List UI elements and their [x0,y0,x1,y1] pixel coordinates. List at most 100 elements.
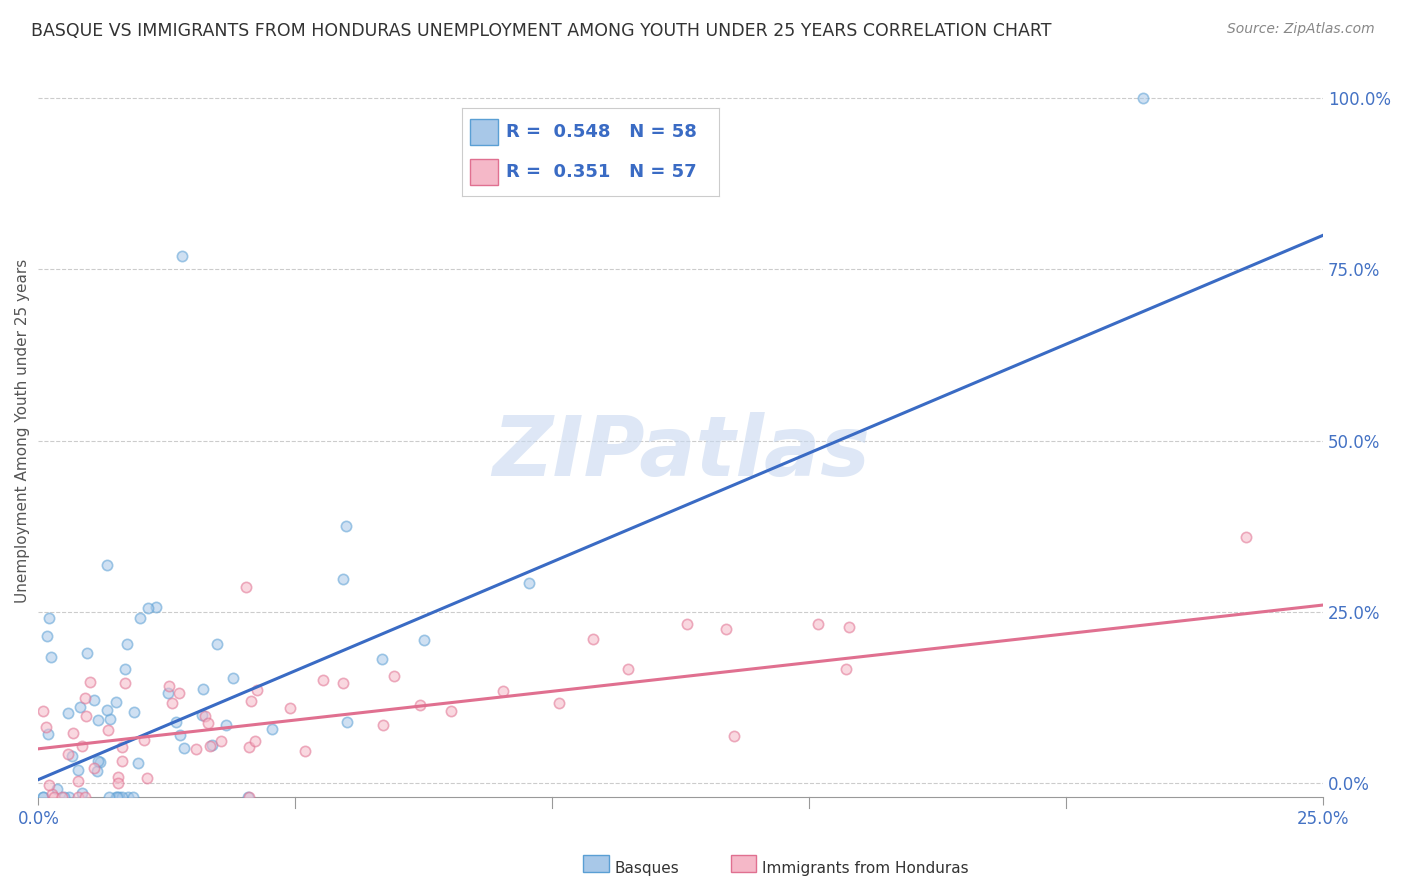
Point [835,662,858,676]
Point [145,599,167,614]
Point [117,637,139,651]
Text: BASQUE VS IMMIGRANTS FROM HONDURAS UNEMPLOYMENT AMONG YOUTH UNDER 25 YEARS CORRE: BASQUE VS IMMIGRANTS FROM HONDURAS UNEMP… [31,22,1052,40]
Point [173,741,195,756]
Point [32,705,55,719]
Point [98,712,121,726]
Point [238,740,260,755]
Point [73,789,96,804]
Point [56,706,79,721]
Point [222,671,245,685]
Point [714,622,737,636]
Point [201,738,224,752]
Point [209,734,232,748]
Point [807,617,830,632]
Point [582,632,605,646]
Point [312,673,335,688]
Point [156,686,179,700]
Point [66,773,89,788]
Point [194,709,217,723]
Point [83,761,105,775]
Point [111,755,134,769]
Point [172,249,194,263]
Point [62,725,84,739]
Point [162,696,184,710]
Point [86,764,108,778]
Point [409,698,432,713]
Point [96,558,118,572]
Point [52,789,75,804]
Text: Immigrants from Honduras: Immigrants from Honduras [762,862,969,876]
Point [32,789,55,804]
Point [373,718,395,732]
Point [69,700,91,714]
Point [70,786,93,800]
Point [332,676,354,690]
Point [83,693,105,707]
Point [197,715,219,730]
Point [167,686,190,700]
Point [157,679,180,693]
Point [114,662,136,676]
Text: ZIPatlas: ZIPatlas [492,412,870,493]
Point [136,600,159,615]
Point [205,637,228,651]
Point [38,611,60,625]
Point [1234,530,1257,544]
Point [335,518,357,533]
Point [60,749,83,764]
Y-axis label: Unemployment Among Youth under 25 years: Unemployment Among Youth under 25 years [15,259,30,602]
Point [87,713,110,727]
Point [107,775,129,789]
Point [723,729,745,743]
Point [238,789,260,804]
Point [239,694,262,708]
Point [122,705,145,719]
Point [97,789,120,804]
Point [38,778,60,792]
Point [79,674,101,689]
Text: Basques: Basques [614,862,679,876]
Point [129,611,152,625]
Point [35,720,58,734]
Point [104,789,127,804]
Point [135,771,157,785]
Point [440,704,463,718]
Point [838,620,860,634]
Point [42,789,65,804]
Point [548,696,571,710]
Point [97,723,120,738]
Point [58,789,80,804]
Point [127,756,149,770]
Point [35,629,58,643]
Point [382,669,405,683]
Point [200,739,222,754]
Point [294,744,316,758]
Point [243,734,266,748]
Point [617,662,640,676]
Point [190,708,212,723]
Point [41,787,63,801]
Point [111,789,134,804]
Point [96,704,118,718]
Point [492,684,515,698]
Point [66,789,89,804]
Point [165,715,187,730]
Point [336,714,359,729]
Point [235,580,257,594]
Point [104,695,127,709]
Point [117,789,139,804]
Point [75,709,97,723]
Point [70,739,93,754]
Point [412,632,434,647]
Point [32,789,55,804]
Point [105,789,128,804]
Point [67,764,90,778]
Point [45,782,67,797]
Point [246,683,269,698]
Point [87,754,110,768]
Point [676,616,699,631]
Point [278,700,301,714]
Point [89,755,111,769]
Point [58,747,80,761]
Text: Source: ZipAtlas.com: Source: ZipAtlas.com [1227,22,1375,37]
